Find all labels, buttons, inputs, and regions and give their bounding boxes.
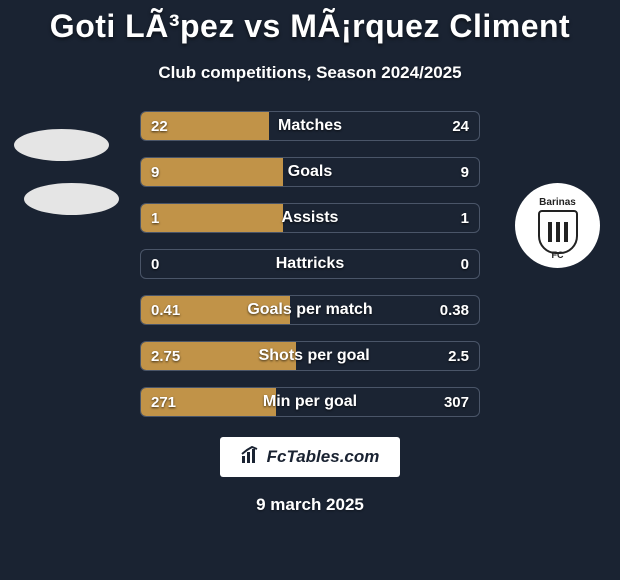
stat-value-right: 307 [444, 394, 479, 411]
stat-row: 271Min per goal307 [140, 387, 480, 417]
badge-arc-text: Barinas [539, 197, 576, 208]
stat-row: 22Matches24 [140, 111, 480, 141]
stat-row: 2.75Shots per goal2.5 [140, 341, 480, 371]
chart-icon [241, 446, 261, 469]
stat-value-left: 0 [141, 256, 159, 273]
stat-label: Assists [159, 209, 460, 227]
stat-value-left: 22 [141, 118, 168, 135]
badge-bars-icon [548, 222, 568, 242]
left-team-placeholder-2 [24, 183, 119, 215]
comparison-card: Goti LÃ³pez vs MÃ¡rquez Climent Club com… [0, 0, 620, 580]
content-area: Barinas FC 22Matches24 9Goals9 1Assists1 0H… [0, 111, 620, 417]
stat-row: 0Hattricks0 [140, 249, 480, 279]
stat-label: Goals [159, 163, 460, 181]
page-title: Goti LÃ³pez vs MÃ¡rquez Climent [0, 8, 620, 45]
stat-value-left: 1 [141, 210, 159, 227]
stat-label: Matches [168, 117, 453, 135]
stat-label: Hattricks [159, 255, 460, 273]
stat-value-right: 1 [461, 210, 479, 227]
date-text: 9 march 2025 [0, 495, 620, 515]
stat-row: 0.41Goals per match0.38 [140, 295, 480, 325]
stat-label: Min per goal [176, 393, 444, 411]
stat-value-right: 2.5 [448, 348, 479, 365]
stat-label: Shots per goal [180, 347, 448, 365]
subtitle: Club competitions, Season 2024/2025 [0, 63, 620, 83]
stat-value-right: 24 [452, 118, 479, 135]
stat-value-right: 0.38 [440, 302, 479, 319]
badge-shield [538, 210, 578, 254]
stat-value-left: 271 [141, 394, 176, 411]
stat-row: 9Goals9 [140, 157, 480, 187]
right-team-badge: Barinas FC [515, 183, 600, 268]
stat-value-right: 0 [461, 256, 479, 273]
stat-value-right: 9 [461, 164, 479, 181]
stat-row: 1Assists1 [140, 203, 480, 233]
stat-label: Goals per match [180, 301, 440, 319]
footer-brand: FcTables.com [220, 437, 400, 477]
badge-fc: FC [552, 250, 564, 260]
stat-value-left: 0.41 [141, 302, 180, 319]
footer-brand-text: FcTables.com [267, 447, 380, 467]
stats-rows: 22Matches24 9Goals9 1Assists1 0Hattricks0 0.… [140, 111, 480, 417]
stat-value-left: 2.75 [141, 348, 180, 365]
stat-value-left: 9 [141, 164, 159, 181]
left-team-placeholder-1 [14, 129, 109, 161]
